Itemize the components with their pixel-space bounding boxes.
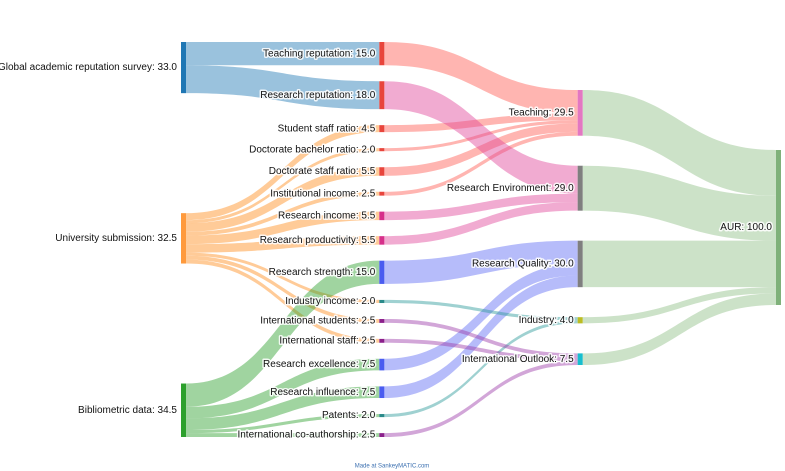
flow [186,255,380,323]
flow [186,167,380,232]
node-label: Industry: 4.0 [519,315,574,326]
flow [186,148,380,224]
node-label: University submission: 32.5 [55,233,177,244]
node [379,42,385,66]
node [379,386,385,399]
node-label: Student staff ratio: 4.5 [278,123,376,134]
node-label: Patents: 2.0 [322,410,376,421]
node-label: Research strength: 15.0 [269,267,376,278]
node [379,433,385,437]
node [577,353,583,365]
node [379,191,385,196]
node-label: Research income: 5.5 [278,211,376,222]
flow [384,120,578,152]
node [379,236,385,245]
node-label: Bibliometric data: 34.5 [78,405,177,416]
node-label: International students: 2.5 [260,316,376,327]
node [181,42,186,94]
node [379,260,385,284]
flow [384,123,578,176]
flow [582,293,776,365]
flow [384,263,578,371]
flow [384,131,578,196]
node [577,317,583,324]
node-label: International staff: 2.5 [279,335,375,346]
flow [384,338,578,362]
nodes [181,42,781,437]
node [379,81,385,110]
node-label: Doctorate bachelor ratio: 2.0 [249,144,376,155]
node [379,358,385,371]
flow [384,42,578,114]
node-label: Industry income: 2.0 [285,296,375,307]
flow [186,125,380,221]
flow [384,193,578,221]
flow [384,319,578,358]
node [379,167,385,176]
flow [186,386,380,431]
flow [186,433,380,437]
node [379,299,385,304]
node-label: Doctorate staff ratio: 5.5 [269,166,376,177]
node [577,240,583,288]
node [577,165,583,211]
node-label: Research influence: 7.5 [270,387,376,398]
node [379,211,385,221]
flow [384,299,578,321]
flow [582,165,776,241]
node [379,148,385,152]
flow [384,361,578,437]
flow [384,320,578,418]
node-label: Research productivity: 5.5 [260,235,376,246]
node [181,213,186,264]
flow [384,113,578,133]
node [577,90,583,136]
node-label: Research reputation: 18.0 [260,90,376,101]
flow [186,414,380,434]
flow [384,240,578,284]
flow [384,202,578,245]
flow [186,65,380,110]
flow [384,275,578,399]
node-label: Research excellence: 7.5 [263,359,376,370]
flow [582,287,776,324]
node-label: Research Quality: 30.0 [472,259,574,270]
footer: Made at SankeyMATIC.com [355,464,430,470]
labels: Global academic reputation survey: 33.0 U… [0,47,774,442]
node-label: Global academic reputation survey: 33.0 [0,62,177,73]
flow [582,240,776,288]
node [379,338,385,343]
node [181,383,186,437]
node-label: International co-authorship: 2.5 [237,430,375,441]
flow [384,81,578,194]
node-label: Teaching reputation: 15.0 [263,48,376,59]
node [379,125,385,133]
flow [186,42,380,66]
flow [186,211,380,245]
flow [186,191,380,236]
node-label: Teaching: 29.5 [509,108,574,119]
links [186,42,776,437]
node-label: Research Environment: 29.0 [447,183,574,194]
node [776,150,781,305]
node-label: International Outlook: 7.5 [462,354,574,365]
flow [186,259,380,343]
flow [582,90,776,196]
flow [186,358,380,419]
flow [186,260,380,407]
flow [186,252,380,304]
node [379,414,385,418]
flow [186,236,380,253]
node [379,319,385,323]
node-label: Institutional income: 2.5 [270,188,375,199]
node-label: AUR: 100.0 [720,222,772,233]
